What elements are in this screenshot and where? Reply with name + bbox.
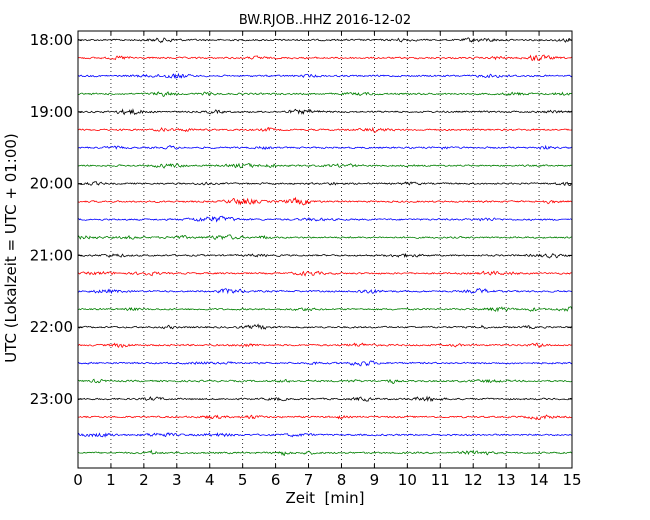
trace-line (77, 37, 573, 44)
trace-line (77, 449, 573, 457)
x-axis: 0 1 2 3 4 5 6 7 8 9 10 11 12 13 14 15 (73, 31, 582, 489)
x-tick-label: 6 (271, 471, 281, 489)
x-tick-label: 15 (562, 471, 581, 489)
x-tick-label: 4 (205, 471, 215, 489)
trace-line (77, 162, 573, 169)
trace-line (77, 342, 573, 349)
x-tick-label: 2 (139, 471, 149, 489)
trace-line (77, 252, 573, 259)
trace-line (77, 196, 573, 206)
y-tick-label: 21:00 (30, 246, 73, 264)
trace-line (77, 288, 573, 295)
trace-line (77, 432, 573, 438)
trace-line (77, 395, 573, 402)
y-tick-label: 20:00 (30, 175, 73, 193)
trace-line (77, 323, 573, 330)
trace-line (77, 108, 573, 116)
trace-line (77, 215, 573, 223)
trace-line (77, 91, 573, 97)
plot-frame (77, 30, 573, 469)
x-tick-label: 11 (431, 471, 450, 489)
x-tick-label: 3 (172, 471, 182, 489)
y-tick-label: 19:00 (30, 103, 73, 121)
trace-line (77, 378, 573, 384)
x-tick-label: 10 (398, 471, 417, 489)
y-axis-title: UTC (Lokalzeit = UTC + 01:00) (2, 133, 20, 363)
trace-line (77, 270, 573, 277)
trace-line (77, 414, 573, 421)
x-tick-label: 9 (370, 471, 380, 489)
trace-line (77, 234, 573, 241)
chart-title: BW.RJOB..HHZ 2016-12-02 (239, 13, 411, 28)
trace-line (77, 72, 573, 79)
x-tick-label: 8 (337, 471, 347, 489)
trace-line (77, 306, 573, 313)
trace-line (77, 144, 573, 150)
x-axis-title: Zeit [min] (285, 489, 364, 507)
y-tick-label: 18:00 (30, 31, 73, 49)
y-tick-label: 23:00 (30, 390, 73, 408)
trace-line (77, 126, 573, 133)
y-tick-label: 22:00 (30, 318, 73, 336)
x-tick-label: 14 (530, 471, 549, 489)
trace-line (77, 181, 573, 186)
x-tick-label: 0 (73, 471, 83, 489)
grid-lines (110, 31, 540, 468)
trace-line (77, 360, 573, 367)
x-tick-label: 5 (238, 471, 248, 489)
x-tick-label: 7 (304, 471, 314, 489)
trace-line (77, 54, 573, 62)
x-tick-label: 13 (497, 471, 516, 489)
traces (77, 37, 573, 457)
x-tick-label: 12 (464, 471, 483, 489)
y-axis: 18:00 19:00 20:00 21:00 22:00 23:00 (30, 31, 572, 408)
x-tick-label: 1 (106, 471, 116, 489)
